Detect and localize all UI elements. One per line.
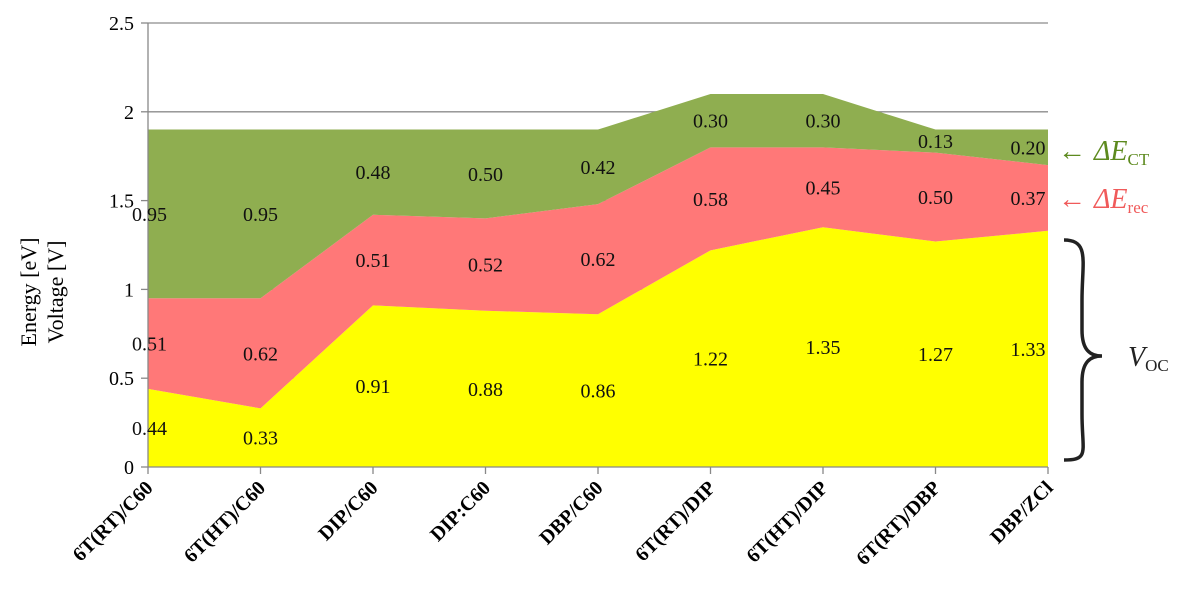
voc-subscript: OC [1145,356,1169,375]
data-label-ect: 0.48 [356,162,391,184]
stacked-areas [148,94,1048,467]
svg-text:VOC: VOC [1128,342,1169,375]
data-label-ect: 0.13 [918,131,953,153]
data-label-ect: 0.50 [468,164,503,186]
y-tick-label: 2 [124,102,134,124]
data-label-erec: 0.62 [243,343,278,365]
data-label-voc: 0.88 [468,379,503,401]
y-tick-label: 1.5 [109,191,134,213]
data-label-ect: 0.30 [806,111,841,133]
data-label-voc: 1.33 [1011,339,1046,361]
data-label-voc: 0.33 [243,428,278,450]
data-label-erec: 0.45 [806,177,841,199]
data-label-erec: 0.51 [132,334,167,356]
x-tick-label: 6T(RT)/DIP [631,477,720,566]
data-label-voc: 1.22 [693,349,728,371]
x-tick-label: DBP/C60 [535,477,607,549]
annotation-erec: ← ΔErec [1058,184,1149,217]
voc-symbol: V [1128,342,1148,373]
y-tick-labels: 0 0.5 1 1.5 2 2.5 [109,13,134,479]
data-label-erec: 0.52 [468,255,503,277]
svg-text:ΔErec: ΔErec [1093,184,1149,217]
svg-text:ΔECT: ΔECT [1093,136,1150,169]
annotation-ect: ← ΔECT [1058,136,1150,169]
data-label-ect: 0.30 [693,111,728,133]
data-label-ect: 0.42 [581,157,616,179]
data-label-ect: 0.20 [1011,137,1046,159]
y-axis-title: Energy [eV] Voltage [V] [16,238,68,347]
data-label-voc: 1.27 [918,344,953,366]
data-label-ect: 0.95 [243,204,278,226]
ect-arrow-icon: ← [1058,136,1086,167]
x-tick-label: DIP/C60 [314,477,382,545]
area-ect [148,94,1048,299]
data-label-erec: 0.58 [693,189,728,211]
data-labels: 0.44 0.33 0.91 0.88 0.86 1.22 1.35 1.27 1.33 0.51… [132,111,1046,450]
y-tick-label: 0 [124,457,134,479]
x-tick-label: 6T(HT)/C60 [180,477,270,567]
data-label-erec: 0.62 [581,249,616,271]
data-label-voc: 0.86 [581,381,616,403]
data-label-voc: 0.91 [356,376,391,398]
annotation-voc: VOC [1063,238,1169,462]
data-label-erec: 0.51 [356,250,391,272]
y-axis-title-line2: Voltage [V] [43,241,68,344]
data-label-erec: 0.50 [918,187,953,209]
area-voc [148,227,1048,467]
y-axis-title-line1: Energy [eV] [16,238,41,347]
x-tick-labels: 6T(RT)/C60 6T(HT)/C60 DIP/C60 DIP:C60 DBP/C6… [69,477,1058,570]
ect-subscript: CT [1128,150,1150,169]
x-tick-label: 6T(HT)/DIP [742,477,832,567]
y-tick-label: 1 [124,279,134,301]
x-tick-label: 6T(RT)/DBP [852,477,945,570]
x-tick-label: 6T(RT)/C60 [69,477,158,566]
data-label-erec: 0.37 [1011,188,1046,210]
y-tick-label: 0.5 [109,368,134,390]
axes [141,22,1049,474]
data-label-voc: 1.35 [806,337,841,359]
data-label-voc: 0.44 [132,418,167,440]
erec-symbol: ΔE [1093,184,1128,215]
area-erec [148,147,1048,409]
x-tick-label: DBP/ZCl [986,477,1058,549]
data-label-ect: 0.95 [132,204,167,226]
erec-subscript: rec [1128,198,1149,217]
ect-symbol: ΔE [1093,136,1128,167]
voc-brace-icon [1063,238,1103,462]
x-tick-label: DIP:C60 [426,477,495,546]
y-tick-label: 2.5 [109,13,134,35]
erec-arrow-icon: ← [1058,184,1086,215]
